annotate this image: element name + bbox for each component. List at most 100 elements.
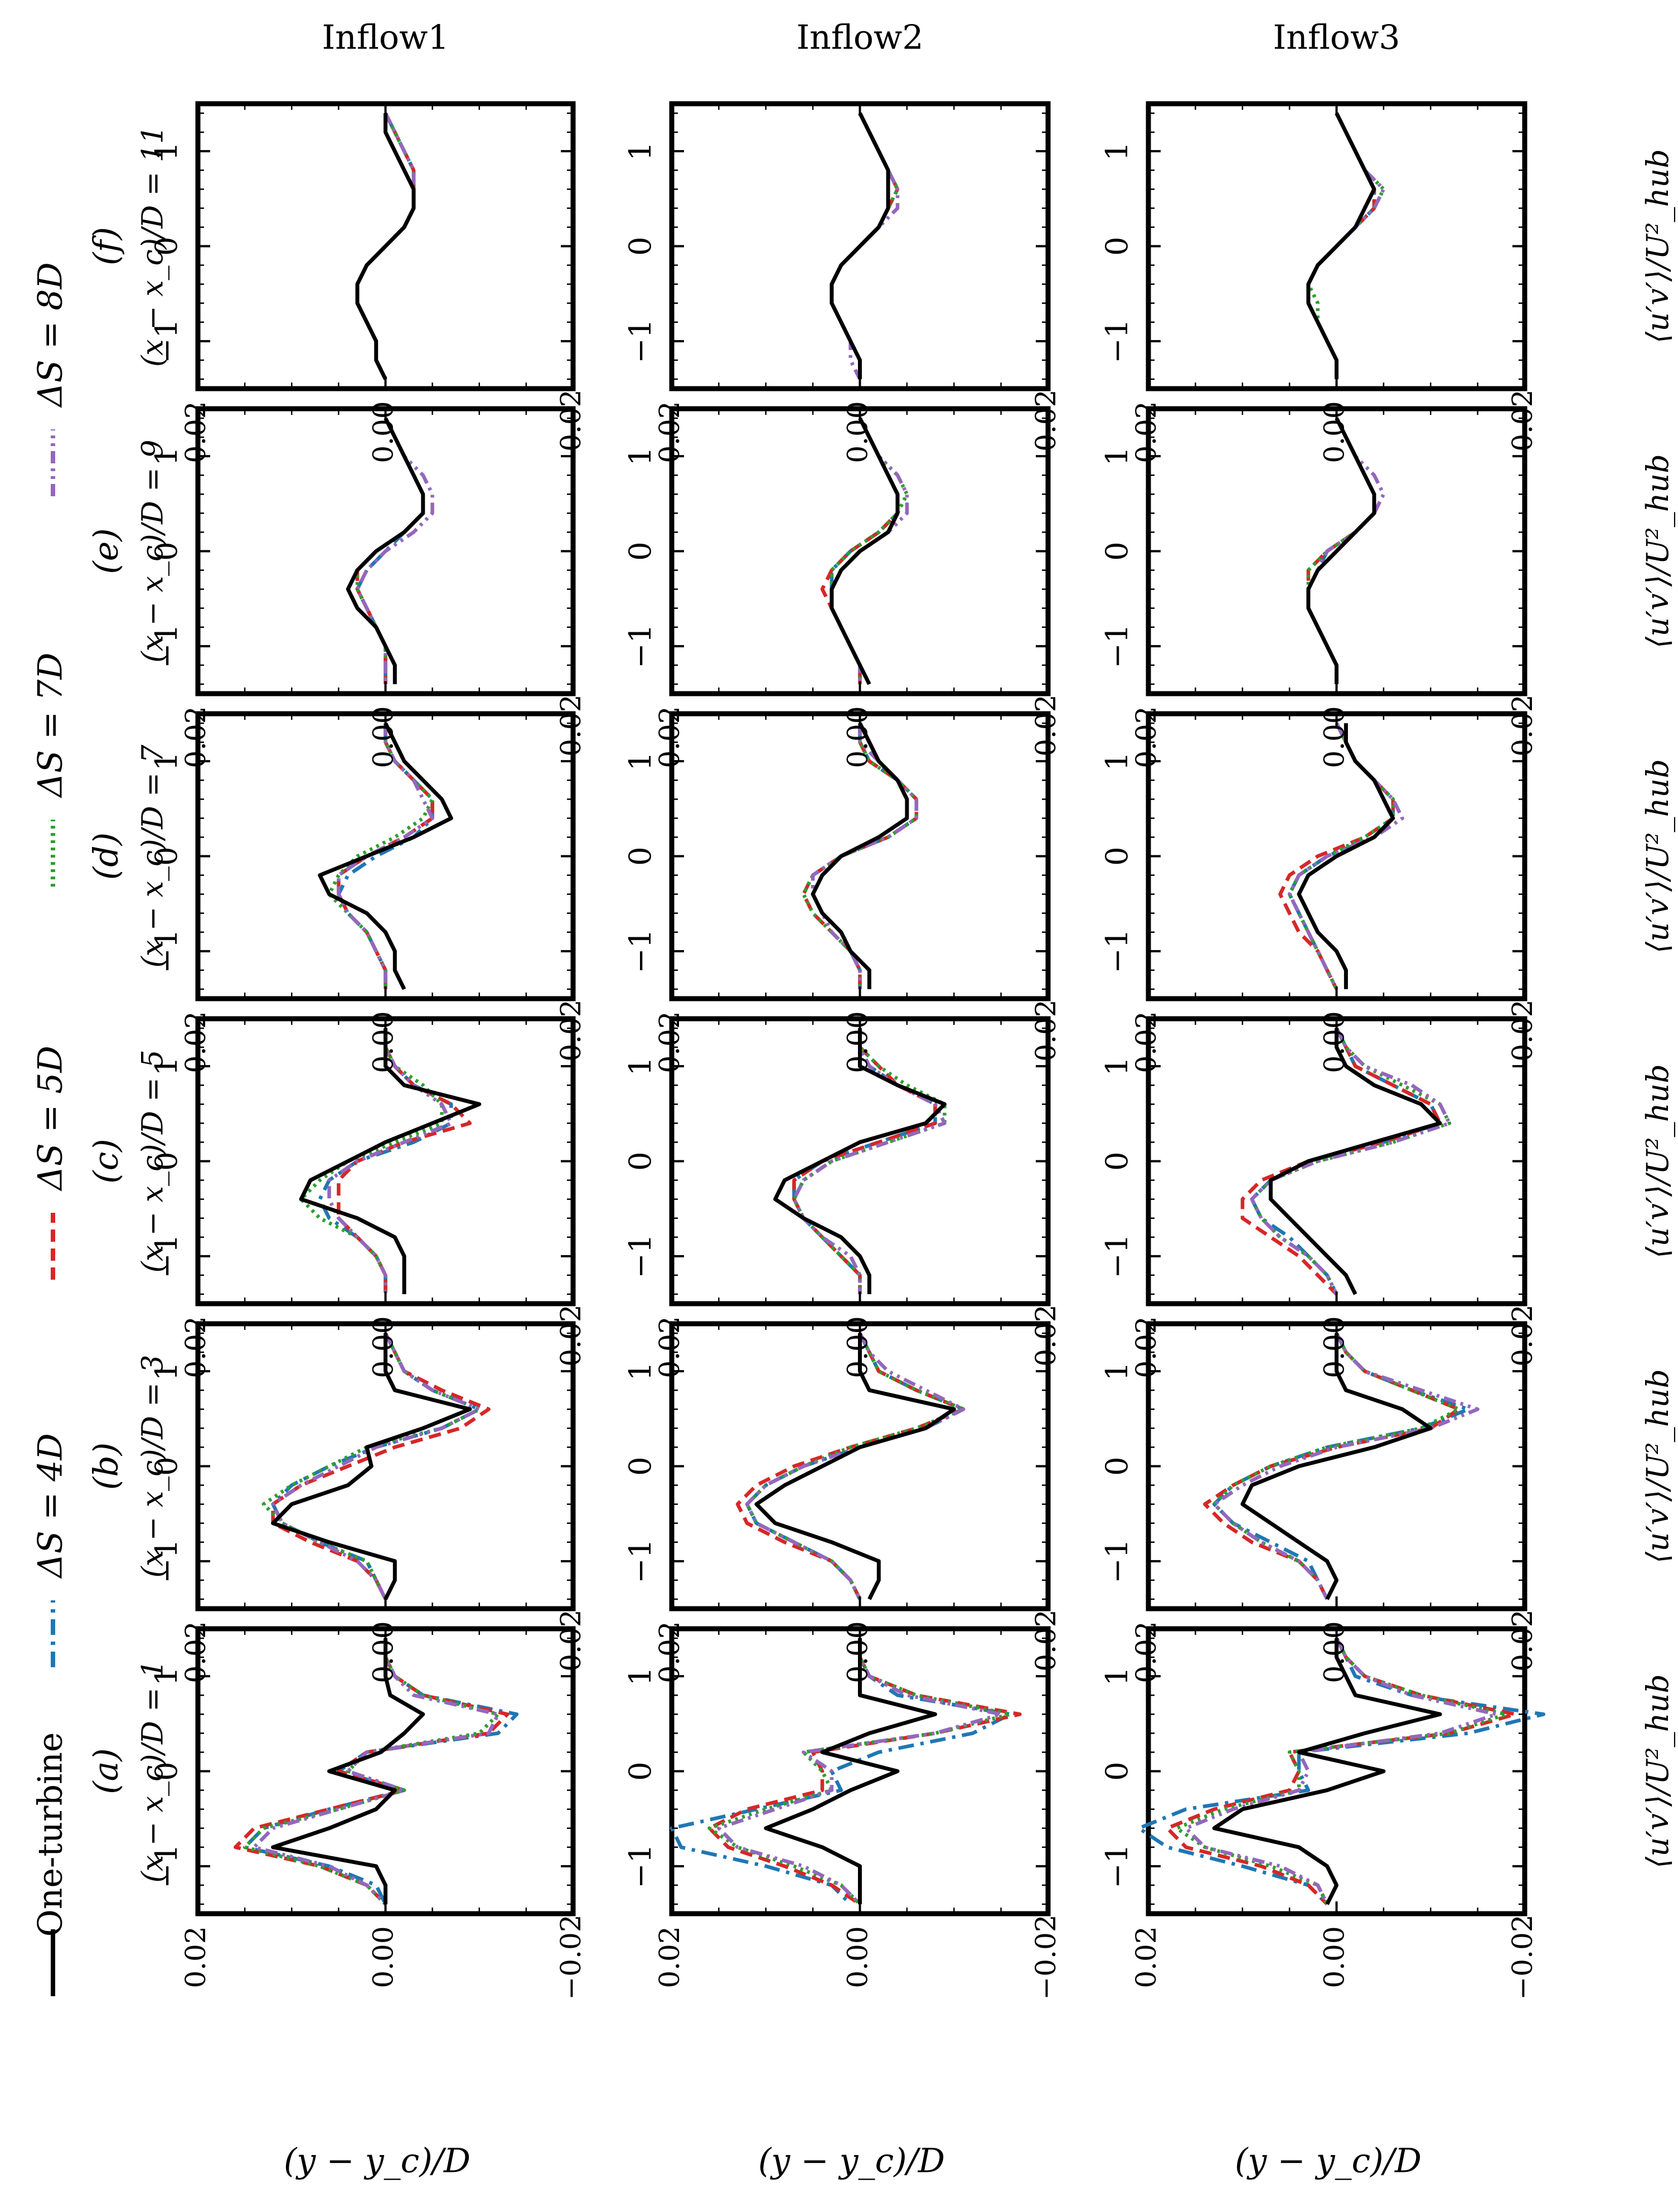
y-tick-label: −0.02 <box>1506 694 1539 780</box>
panel-6-3: 1 0 −1 −0.02 0.00 0.02 ⟨u′v′⟩/U²_hub <box>1099 101 1675 475</box>
x-tick-label: −1 <box>623 319 658 364</box>
series-line--s-8d <box>830 112 900 380</box>
station-label: (x − x_c)/D = 5 <box>137 1050 170 1273</box>
y-axis-label: ⟨u′v′⟩/U²_hub <box>1640 454 1675 648</box>
panel-5-3: 1 0 −1 −0.02 0.00 0.02 ⟨u′v′⟩/U²_hub <box>1099 406 1675 780</box>
series-line-one-turbine <box>346 417 425 684</box>
y-tick-label: 0.00 <box>842 1926 874 1988</box>
y-tick-label: 0.00 <box>367 706 400 768</box>
y-tick-label: −0.02 <box>555 694 587 780</box>
panel-label: (b) <box>87 1443 126 1490</box>
x-tick-label: −1 <box>149 1539 184 1584</box>
y-tick-label: 0.00 <box>842 401 874 463</box>
x-tick-label: −1 <box>149 1234 184 1279</box>
series-line--s-5d <box>1306 112 1376 379</box>
x-tick-label: −1 <box>1099 624 1134 669</box>
legend-label: One-turbine <box>31 1732 70 1937</box>
y-tick-label: 0.02 <box>1130 706 1162 768</box>
panel-4-3: 1 0 −1 −0.02 0.00 0.02 ⟨u′v′⟩/U²_hub <box>1099 711 1675 1085</box>
x-tick-label: 0 <box>1099 846 1134 865</box>
y-axis-label: ⟨u′v′⟩/U²_hub <box>1640 1674 1675 1868</box>
y-tick-label: 0.02 <box>1130 1316 1162 1378</box>
x-tick-label: 0 <box>149 1151 184 1170</box>
x-tick-label: 0 <box>623 236 658 255</box>
panel-label: (d) <box>87 832 126 880</box>
y-tick-label: 0.02 <box>653 1011 686 1073</box>
y-tick-label: −0.02 <box>1030 1609 1062 1695</box>
y-tick-label: 0.02 <box>180 1011 212 1073</box>
y-tick-label: 0.00 <box>842 706 874 768</box>
x-tick-label: 0 <box>623 846 658 865</box>
series-line-one-turbine <box>830 417 900 685</box>
x-tick-label: 0 <box>149 846 184 865</box>
panel-4-2: 1 0 −1 −0.02 0.00 0.02 <box>623 711 1062 1085</box>
series-line-one-turbine <box>830 112 890 379</box>
y-tick-label: 0.00 <box>1318 401 1351 463</box>
x-tick-label: 1 <box>149 142 184 161</box>
y-tick-label: −0.02 <box>555 1304 587 1390</box>
series-line-one-turbine <box>1212 1638 1442 1905</box>
series-line--s-8d <box>1250 1027 1452 1295</box>
series-line-one-turbine <box>1268 1028 1442 1295</box>
x-tick-label: 0 <box>623 1761 658 1780</box>
x-tick-label: 0 <box>149 236 184 255</box>
x-tick-label: 1 <box>623 1057 658 1076</box>
panel-1-1: 1 0 −1 −0.02 0.00 0.02 (x − x_c)/D = 1 <box>137 1626 587 2000</box>
y-tick-label: 0.02 <box>1130 1621 1162 1683</box>
y-tick-label: 0.02 <box>1130 1011 1162 1073</box>
column-title: Inflow1 <box>322 18 449 57</box>
series-line--s-4d <box>1306 112 1376 379</box>
x-tick-label: 0 <box>149 1761 184 1780</box>
y-axis-label: ⟨u′v′⟩/U²_hub <box>1640 1064 1675 1258</box>
y-tick-label: 0.02 <box>653 1316 686 1378</box>
row-labels: (a) (b) (c) (d) (e) (f) <box>87 227 126 1794</box>
y-axis-label: ⟨u′v′⟩/U²_hub <box>1640 149 1675 343</box>
series-line--s-8d <box>745 1332 966 1600</box>
x-tick-label: 1 <box>149 1057 184 1076</box>
x-tick-label: 1 <box>1099 752 1134 771</box>
series-line-one-turbine <box>271 1638 425 1904</box>
series-line--s-7d <box>1250 1027 1452 1295</box>
y-tick-label: 0.00 <box>842 1011 874 1073</box>
series-line--s-5d <box>830 112 900 379</box>
y-tick-label: 0.00 <box>1318 1316 1351 1378</box>
y-tick-label: 0.00 <box>842 1621 874 1683</box>
series-line--s-4d <box>1137 1637 1546 1906</box>
series-line-one-turbine <box>355 113 416 380</box>
x-tick-label: 0 <box>623 1151 658 1170</box>
y-tick-label: −0.02 <box>555 389 587 475</box>
x-tick-label: −1 <box>623 1234 658 1279</box>
x-tick-label: 0 <box>149 541 184 560</box>
panel-3-1: 1 0 −1 −0.02 0.00 0.02 (x − x_c)/D = 5 <box>137 1016 587 1390</box>
series-line-one-turbine <box>811 722 909 989</box>
panel-6-1: 1 0 −1 −0.02 0.00 0.02 (x − x_c)/D = 11 <box>137 101 587 475</box>
y-tick-label: 0.02 <box>653 706 686 768</box>
x-axis-label: (y − y_c)/D <box>758 2142 945 2181</box>
series-line--s-4d <box>271 1332 482 1600</box>
x-tick-label: −1 <box>623 1539 658 1584</box>
y-axis-label: ⟨u′v′⟩/U²_hub <box>1640 759 1675 953</box>
station-label: (x − x_c)/D = 11 <box>137 125 170 367</box>
x-tick-label: −1 <box>623 1844 658 1889</box>
station-label: (x − x_c)/D = 1 <box>137 1660 170 1883</box>
x-tick-label: 1 <box>1099 1667 1134 1686</box>
x-tick-label: 1 <box>623 447 658 466</box>
y-tick-label: 0.02 <box>180 401 212 463</box>
x-tick-label: 1 <box>623 142 658 161</box>
column-titles: Inflow1 Inflow2 Inflow3 <box>322 18 1400 57</box>
y-tick-label: −0.02 <box>1506 1609 1539 1695</box>
y-tick-label: −0.02 <box>555 1609 587 1695</box>
series-line--s-5d <box>234 1638 510 1906</box>
x-tick-label: 1 <box>149 1362 184 1381</box>
y-tick-label: 0.00 <box>367 1316 400 1378</box>
series-line--s-8d <box>271 1332 482 1600</box>
panel-2-1: 1 0 −1 −0.02 0.00 0.02 (x − x_c)/D = 3 <box>137 1321 587 1695</box>
series-line--s-8d <box>1212 1332 1480 1600</box>
x-tick-label: 1 <box>623 1667 658 1686</box>
axis-labels: (y − y_c)/D (y − y_c)/D (y − y_c)/D <box>284 2142 1422 2181</box>
x-tick-label: −1 <box>149 319 184 364</box>
y-tick-label: −0.02 <box>1030 1304 1062 1390</box>
series-line--s-8d <box>1184 1637 1498 1905</box>
panel-5-1: 1 0 −1 −0.02 0.00 0.02 (x − x_c)/D = 9 <box>137 406 587 780</box>
y-tick-label: 0.00 <box>842 1316 874 1378</box>
